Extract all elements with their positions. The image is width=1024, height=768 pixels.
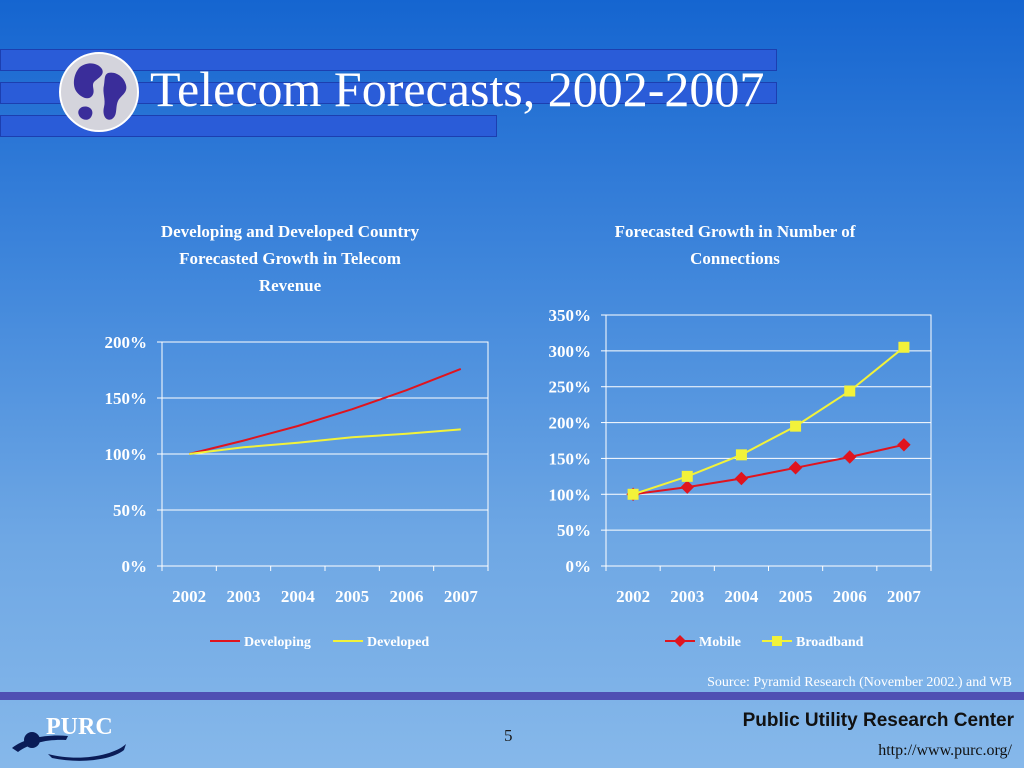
connections-series-broadband-point — [790, 420, 802, 432]
revenue-xtick-label: 2002 — [172, 587, 206, 606]
revenue-ytick-label: 200% — [105, 333, 148, 352]
connections-series-broadband-line — [632, 346, 905, 496]
connections-ytick-label: 350% — [549, 306, 592, 325]
revenue-xtick-label: 2007 — [444, 587, 479, 606]
connections-xtick-label: 2007 — [887, 587, 922, 606]
connections-ytick-label: 150% — [549, 449, 592, 468]
connections-ytick-label: 200% — [549, 414, 592, 433]
connections-series-broadband-point — [627, 488, 639, 500]
revenue-series-developing-line — [188, 367, 462, 455]
connections-series-broadband-point — [844, 385, 856, 397]
connections-series-mobile-point — [788, 461, 803, 475]
connections-series-broadband-legend-label: Broadband — [796, 635, 864, 650]
revenue-xtick-label: 2006 — [390, 587, 424, 606]
connections-ytick-label: 0% — [566, 557, 592, 576]
source-note: Source: Pyramid Research (November 2002.… — [707, 675, 1012, 690]
connections-ytick-label: 250% — [549, 378, 592, 397]
connections-xtick-label: 2005 — [779, 587, 813, 606]
revenue-chart-title-line-3: Revenue — [258, 276, 322, 295]
logo-text: PURC — [46, 714, 113, 740]
header-bar-top — [0, 49, 777, 71]
connections-series-broadband-point — [898, 341, 910, 353]
revenue-ytick-label: 150% — [105, 389, 148, 408]
org-name: Public Utility Research Center — [742, 710, 1014, 731]
connections-xtick-label: 2006 — [833, 587, 867, 606]
connections-series-mobile-legend-label: Mobile — [699, 635, 741, 650]
connections-series-mobile-point — [897, 438, 911, 452]
globe-icon — [59, 52, 139, 132]
connections-chart-title-line-1: Forecasted Growth in Number of — [614, 222, 856, 241]
revenue-chart-title-line-1: Developing and Developed Country — [160, 222, 420, 241]
page-number: 5 — [504, 726, 513, 745]
connections-series-mobile-point — [680, 480, 694, 494]
revenue-ytick-label: 50% — [113, 501, 147, 520]
connections-ytick-label: 300% — [549, 342, 592, 361]
revenue-xtick-label: 2005 — [335, 587, 369, 606]
revenue-ytick-label: 100% — [105, 445, 148, 464]
purc-logo: PURC — [12, 714, 126, 761]
revenue-chart-title-line-2: Forecasted Growth in Telecom — [179, 249, 401, 268]
revenue-xtick-label: 2003 — [227, 587, 261, 606]
slide-title: Telecom Forecasts, 2002-2007 — [150, 61, 765, 117]
connections-series-mobile-point — [734, 471, 749, 486]
connections-xtick-label: 2003 — [670, 587, 704, 606]
connections-series-broadband-point — [681, 470, 693, 482]
revenue-xtick-label: 2004 — [281, 587, 316, 606]
connections-chart-title-line-2: Connections — [690, 249, 780, 268]
revenue-ytick-label: 0% — [122, 557, 148, 576]
connections-series-mobile-point — [843, 450, 857, 464]
connections-series-broadband-legend-marker — [772, 636, 782, 646]
revenue-series-developed-line — [189, 428, 461, 455]
connections-ytick-label: 100% — [549, 485, 592, 504]
footer-divider — [0, 692, 1024, 700]
revenue-chart-title: Developing and Developed Country Forecas… — [100, 218, 480, 299]
connections-ytick-label: 50% — [557, 521, 591, 540]
header-bar-middle — [0, 82, 777, 104]
connections-xtick-label: 2004 — [724, 587, 759, 606]
connections-series-mobile-legend-marker — [674, 635, 686, 647]
revenue-series-developing-legend-label: Developing — [244, 635, 311, 650]
connections-xtick-label: 2002 — [616, 587, 650, 606]
connections-chart-title: Forecasted Growth in Number of Connectio… — [545, 218, 925, 272]
org-url: http://www.purc.org/ — [878, 742, 1012, 759]
connections-series-mobile-line — [632, 443, 905, 496]
connections-series-broadband-point — [735, 449, 747, 461]
revenue-series-developed-legend-label: Developed — [367, 635, 429, 650]
